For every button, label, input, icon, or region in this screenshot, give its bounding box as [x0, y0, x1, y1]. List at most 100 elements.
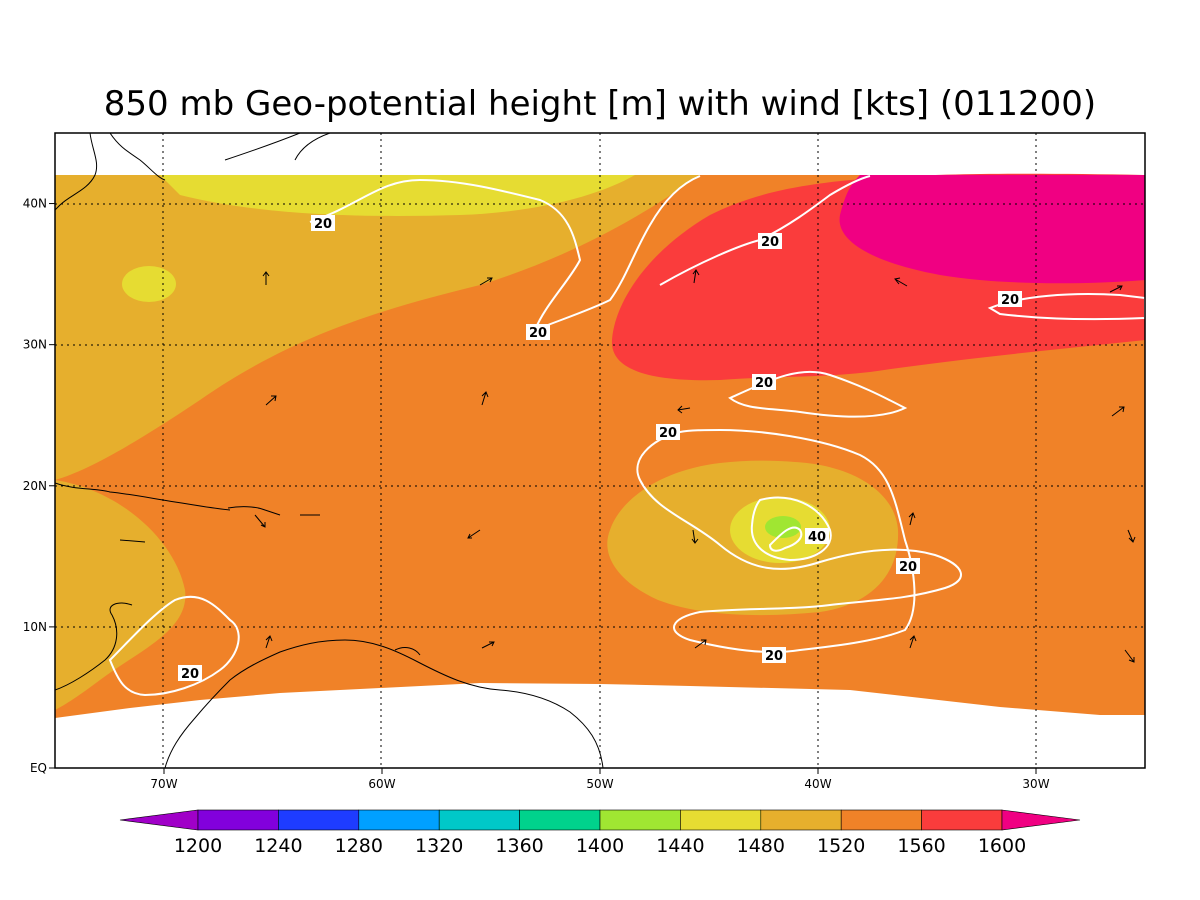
- lon-tick-label: 50W: [586, 777, 613, 791]
- contour-label: 20: [896, 558, 920, 575]
- lon-tick-label: 60W: [368, 777, 395, 791]
- colorbar-level-label: 1280: [335, 835, 383, 857]
- lat-tick-label: 10N: [23, 620, 47, 634]
- wind-vector: [1111, 406, 1125, 417]
- wind-vectors: [254, 269, 1136, 663]
- map-area: 20 20 20 20 20 20 20 20 20 40: [55, 133, 1145, 768]
- colorbar-swatch: [921, 809, 1003, 831]
- height-field-low-1400-1440: [765, 516, 801, 538]
- svg-text:20: 20: [529, 326, 547, 341]
- coastlines: [55, 133, 604, 768]
- colorbar-swatch: [278, 809, 360, 831]
- wind-vector: [692, 269, 700, 284]
- colorbar-swatch: [519, 809, 601, 831]
- colorbar-level-label: 1560: [897, 835, 945, 857]
- colorbar-level-label: 1320: [415, 835, 463, 857]
- wind-vector: [677, 405, 691, 414]
- wind-vector: [908, 512, 916, 526]
- lat-tick-label: 20N: [23, 479, 47, 493]
- contour-label: 20: [656, 424, 680, 441]
- colorbar-swatch: [760, 809, 842, 831]
- colorbar-level-label: 1400: [576, 835, 624, 857]
- height-field-1440-1480-blob: [122, 266, 176, 302]
- map-title: 850 mb Geo-potential height [m] with win…: [104, 84, 1096, 124]
- contour-label: 20: [762, 647, 786, 664]
- coastline-south-america: [164, 639, 604, 768]
- svg-text:40: 40: [808, 530, 826, 545]
- contour-label: 20: [526, 324, 550, 341]
- wind-vector: [1127, 529, 1136, 543]
- colorbar: 1200 1240 1280 1320 1360 1400 1440 1480 1520 1560…: [119, 809, 1081, 857]
- contour-labels: 20 20 20 20 20 20 20 20 20 40: [178, 215, 1022, 682]
- coastline-jamaica: [119, 539, 146, 543]
- colorbar-level-label: 1440: [656, 835, 704, 857]
- wind-contour-20-northeast: [659, 175, 871, 286]
- wind-contour-20-east-ring: [987, 293, 1145, 321]
- colorbar-swatch: [438, 809, 520, 831]
- wind-vector: [481, 391, 489, 406]
- wind-vector: [265, 635, 273, 649]
- colorbar-level-label: 1200: [174, 835, 222, 857]
- lat-tick-label: EQ: [30, 761, 47, 775]
- contour-label: 20: [998, 291, 1022, 308]
- height-field-1480-1520-north: [55, 175, 700, 480]
- colorbar-low-arrow: [119, 809, 199, 831]
- coastline-hispaniola: [227, 506, 281, 516]
- svg-text:20: 20: [181, 667, 199, 682]
- lon-tick-label: 40W: [804, 777, 831, 791]
- colorbar-level-label: 1360: [495, 835, 543, 857]
- height-field-1480-1520-caribbean: [55, 480, 186, 710]
- height-field-1440-1480-north: [160, 175, 635, 216]
- wind-contour-20-north: [309, 175, 701, 332]
- wind-contour-20-mid: [728, 370, 908, 418]
- contour-label: 40: [805, 528, 829, 545]
- lat-tick-label: 40N: [23, 197, 47, 211]
- height-field-1600-plus: [839, 175, 1145, 284]
- wind-vector: [1109, 285, 1123, 293]
- wind-contour-40-ring: [750, 496, 832, 562]
- wind-vector: [481, 641, 495, 649]
- coastline-northeast-us: [55, 133, 98, 211]
- svg-text:20: 20: [761, 235, 779, 250]
- lon-tick-label: 30W: [1022, 777, 1049, 791]
- svg-text:20: 20: [755, 376, 773, 391]
- colorbar-level-label: 1600: [978, 835, 1026, 857]
- colorbar-swatch: [680, 809, 762, 831]
- wind-vector: [479, 277, 493, 286]
- contour-label: 20: [758, 233, 782, 250]
- svg-text:20: 20: [659, 426, 677, 441]
- colorbar-swatch: [840, 809, 922, 831]
- wind-contour-20-storm-outer: [636, 428, 962, 653]
- colorbar-level-label: 1520: [817, 835, 865, 857]
- colorbar-level-label: 1240: [254, 835, 302, 857]
- wind-vector: [467, 529, 481, 539]
- colorbar-swatch: [599, 809, 681, 831]
- wind-vector: [262, 271, 270, 285]
- wind-vector: [909, 635, 917, 649]
- lon-tick-label: 70W: [150, 777, 177, 791]
- wind-vector: [894, 277, 908, 287]
- wind-contours: [108, 175, 1145, 697]
- map-axes: 70W 60W 50W 40W 30W EQ 10N 20N 30N 40N: [23, 197, 1050, 791]
- coastline-trinidad: [394, 647, 421, 656]
- coastline-central-america: [55, 602, 133, 691]
- svg-text:20: 20: [1001, 293, 1019, 308]
- contour-label: 20: [752, 374, 776, 391]
- wind-contour-20-caribbean: [108, 595, 240, 697]
- coastline-new-england: [109, 133, 166, 181]
- colorbar-swatch: [358, 809, 440, 831]
- contour-label: 20: [311, 215, 335, 232]
- svg-text:20: 20: [899, 560, 917, 575]
- coastline-cuba: [55, 482, 231, 511]
- wind-vector: [694, 639, 707, 649]
- wind-vector: [691, 529, 699, 544]
- colorbar-level-label: 1480: [737, 835, 785, 857]
- svg-text:20: 20: [314, 217, 332, 232]
- colorbar-swatch: [197, 809, 279, 831]
- wind-contour-40-core: [768, 526, 803, 552]
- wind-vector: [1124, 649, 1135, 663]
- contour-label: 20: [178, 665, 202, 682]
- coastline-nova-scotia: [224, 133, 331, 161]
- svg-text:20: 20: [765, 649, 783, 664]
